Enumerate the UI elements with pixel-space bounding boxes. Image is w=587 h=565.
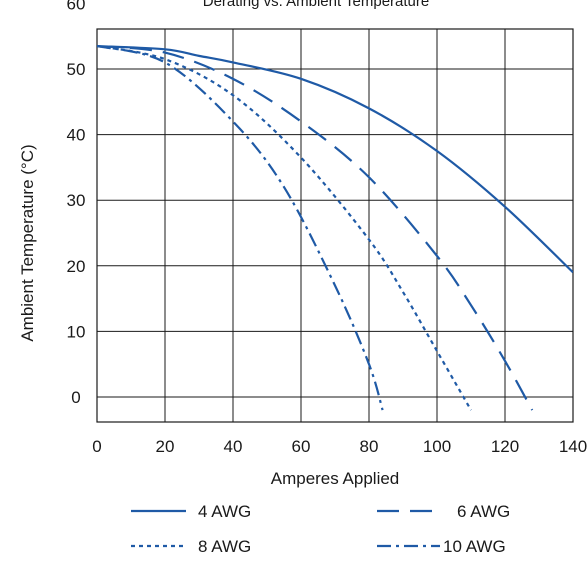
x-tick-labels: 0 20 40 60 80 100 120 140 xyxy=(92,437,587,456)
series-line-3 xyxy=(97,44,472,411)
chart-title: Derating vs. Ambient Temperature xyxy=(203,0,430,10)
y-tick-label: 30 xyxy=(67,191,86,210)
legend-label-1: 4 AWG xyxy=(198,502,251,521)
legend: 4 AWG 6 AWG 8 AWG 10 AWG xyxy=(131,502,510,556)
y-tick-label: 40 xyxy=(67,126,86,145)
x-tick-label: 120 xyxy=(491,437,519,456)
x-tick-label: 80 xyxy=(360,437,379,456)
y-tick-label: 20 xyxy=(67,257,86,276)
legend-label-3: 8 AWG xyxy=(198,537,251,556)
y-tick-label: 60 xyxy=(67,0,86,13)
y-tick-label: 0 xyxy=(71,388,80,407)
series-line-2 xyxy=(97,44,534,411)
y-tick-labels: 60 50 40 30 20 10 0 xyxy=(67,0,86,407)
plot-frame xyxy=(96,28,574,423)
y-tick-label: 10 xyxy=(67,322,86,341)
x-tick-label: 140 xyxy=(559,437,587,456)
x-tick-label: 0 xyxy=(92,437,101,456)
x-tick-label: 100 xyxy=(423,437,451,456)
series-line-1 xyxy=(97,44,573,274)
x-axis-title: Amperes Applied xyxy=(271,469,400,488)
y-axis-title: Ambient Temperature (°C) xyxy=(18,144,37,341)
x-tick-label: 20 xyxy=(156,437,175,456)
legend-label-4: 10 AWG xyxy=(443,537,506,556)
y-tick-label: 50 xyxy=(67,60,86,79)
x-tick-label: 40 xyxy=(224,437,243,456)
grid-lines xyxy=(97,29,573,422)
legend-label-2: 6 AWG xyxy=(457,502,510,521)
series-lines xyxy=(97,44,573,411)
x-tick-label: 60 xyxy=(292,437,311,456)
series-line-4 xyxy=(97,44,384,411)
